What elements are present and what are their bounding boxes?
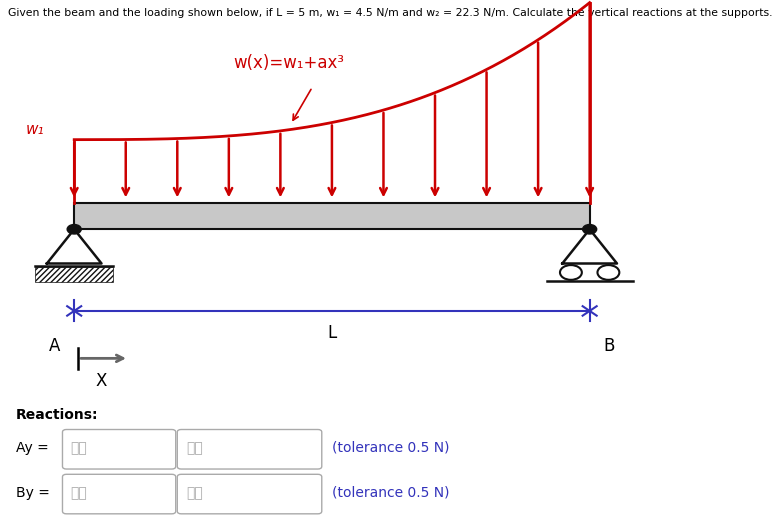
FancyBboxPatch shape (177, 474, 322, 514)
Text: L: L (327, 324, 337, 342)
Polygon shape (47, 229, 102, 264)
FancyBboxPatch shape (62, 474, 176, 514)
Text: 单位: 单位 (186, 486, 202, 500)
Text: w(x)=w₁+ax³: w(x)=w₁+ax³ (234, 54, 344, 72)
Text: w₁: w₁ (26, 122, 45, 137)
Text: 单位: 单位 (186, 441, 202, 455)
Text: (tolerance 0.5 N): (tolerance 0.5 N) (332, 441, 449, 455)
Text: (tolerance 0.5 N): (tolerance 0.5 N) (332, 486, 449, 500)
Text: 数字: 数字 (70, 441, 87, 455)
Text: A: A (49, 337, 60, 355)
Circle shape (67, 225, 81, 234)
FancyBboxPatch shape (62, 430, 176, 469)
Text: By =: By = (16, 486, 49, 500)
Text: B: B (604, 337, 615, 355)
Bar (74, 203, 590, 229)
Text: Ay =: Ay = (16, 441, 48, 455)
Polygon shape (562, 229, 617, 264)
Text: Reactions:: Reactions: (16, 408, 98, 423)
FancyBboxPatch shape (177, 430, 322, 469)
Text: 数字: 数字 (70, 486, 87, 500)
Text: X: X (96, 372, 107, 389)
Text: Given the beam and the loading shown below, if L = 5 m, w₁ = 4.5 N/m and w₂ = 22: Given the beam and the loading shown bel… (9, 8, 772, 18)
Circle shape (583, 225, 597, 234)
Bar (35, 267, 113, 282)
